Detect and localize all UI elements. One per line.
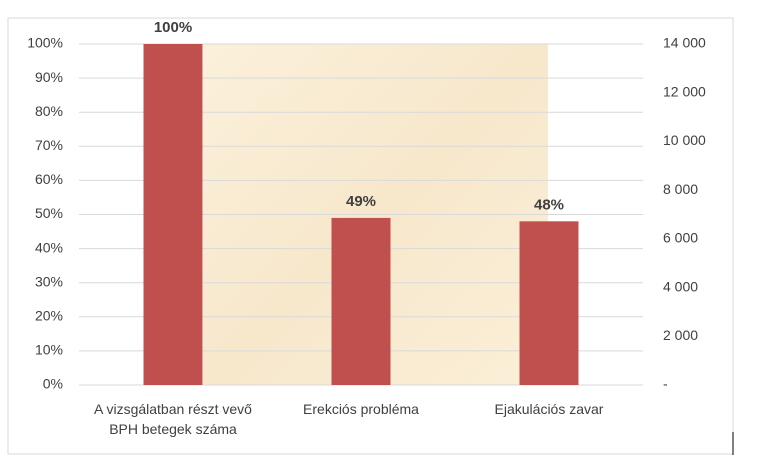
y2-tick-label: 6 000 bbox=[663, 230, 698, 246]
bar bbox=[143, 44, 203, 385]
bar bbox=[331, 217, 391, 385]
y-tick-label: 100% bbox=[27, 35, 63, 51]
y2-tick-label: 14 000 bbox=[663, 35, 706, 51]
y2-tick-label: 8 000 bbox=[663, 181, 698, 197]
y2-tick-label: - bbox=[663, 376, 668, 392]
x-tick-label: A vizsgálatban részt vevő BPH betegek sz… bbox=[94, 401, 252, 437]
y2-tick-label: 2 000 bbox=[663, 327, 698, 343]
chart-border bbox=[7, 17, 734, 455]
x-tick-label: Ejakulációs zavar bbox=[494, 401, 604, 417]
y-tick-label: 40% bbox=[35, 239, 63, 255]
y-tick-label: 20% bbox=[35, 308, 63, 324]
bar bbox=[519, 221, 579, 385]
y2-tick-label: 4 000 bbox=[663, 278, 698, 294]
y-tick-label: 30% bbox=[35, 273, 63, 289]
y-tick-label: 60% bbox=[35, 171, 63, 187]
y-tick-label: 0% bbox=[43, 376, 63, 392]
data-label: 100% bbox=[154, 19, 192, 36]
y-tick-label: 10% bbox=[35, 342, 63, 358]
y2-tick-label: 12 000 bbox=[663, 83, 706, 99]
y-tick-label: 50% bbox=[35, 205, 63, 221]
data-label: 49% bbox=[346, 193, 376, 210]
y-tick-label: 80% bbox=[35, 103, 63, 119]
x-tick-label: Erekciós probléma bbox=[303, 401, 419, 417]
data-label: 48% bbox=[534, 196, 564, 213]
y2-tick-label: 10 000 bbox=[663, 132, 706, 148]
y-tick-label: 90% bbox=[35, 69, 63, 85]
y-tick-label: 70% bbox=[35, 137, 63, 153]
